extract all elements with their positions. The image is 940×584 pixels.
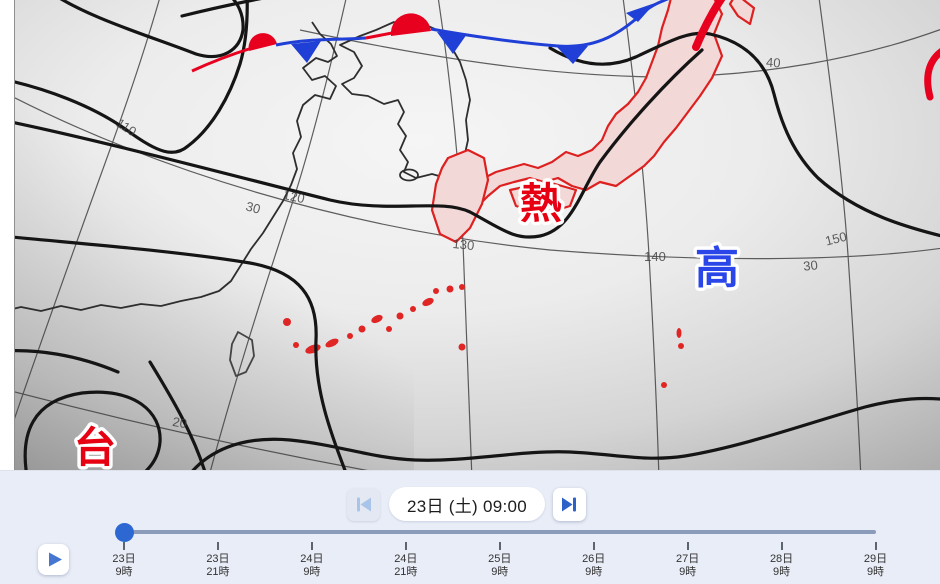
timeline-tick [310,542,313,550]
map-label: 40 [766,55,781,71]
timeline-tick [686,542,689,550]
skip-to-end-icon [562,497,576,512]
isobar-lines [14,0,940,470]
timeline-control-bar: 23日 (土) 09:00 [0,470,940,584]
timeline-stop-label[interactable]: 29日 9時 [863,553,888,578]
timeline-tick [123,542,125,550]
japan-coastline-highlight [430,0,756,244]
timeline-track[interactable] [124,530,876,534]
map-label: 高 [695,244,739,293]
map-label: 140 [644,249,666,264]
previous-frame-button[interactable] [347,488,380,521]
timeline-stop-label[interactable]: 24日 21時 [394,553,418,578]
current-time-display: 23日 (土) 09:00 [389,487,545,521]
map-label: 熱 [520,180,562,227]
timeline-stop-label[interactable]: 25日 9時 [488,553,512,578]
map-label: 20 [171,414,188,431]
timeline-tick [216,542,219,550]
weather-map: 110 30 120 130 140 150 30 40 20 熱高台 [0,0,940,471]
timeline-tick [592,542,595,550]
timeline-tick [404,542,407,550]
map-label: 30 [244,199,262,217]
timeline-tick [498,542,501,550]
timeline-stop-label[interactable]: 26日 9時 [582,553,606,578]
timeline-tick [780,542,783,550]
play-icon [49,552,62,567]
map-label: 30 [803,257,819,273]
skip-to-start-icon [357,497,371,512]
timeline-stop-label[interactable]: 23日 9時 [112,553,136,578]
timeline-stop-label[interactable]: 27日 9時 [676,553,700,578]
map-label: 130 [452,236,475,253]
next-frame-button[interactable] [553,488,586,521]
pressure-region-labels: 熱高台 [70,177,742,471]
timeline-thumb[interactable] [114,523,134,542]
play-animation-button[interactable] [38,544,69,575]
timeline-stop-label[interactable]: 28日 9時 [769,553,794,578]
map-label: 150 [824,229,849,249]
current-time-text: 23日 (土) 09:00 [406,496,528,516]
timeline-stop-label[interactable]: 24日 9時 [300,553,324,578]
map-label: 台 [74,424,116,470]
timeline-stop-label[interactable]: 23日 21時 [206,553,230,578]
left-gutter [0,0,14,470]
timeline-tick [874,542,877,550]
stationary-front [191,0,940,101]
map-label: 120 [282,187,306,206]
